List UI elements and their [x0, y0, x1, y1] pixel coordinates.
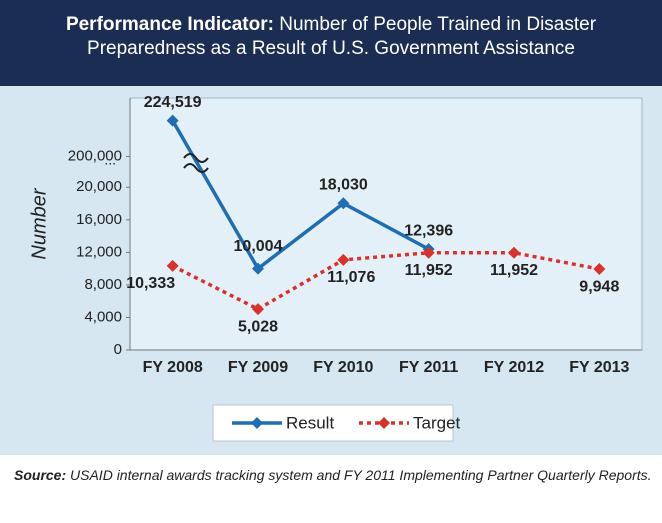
title-text: Number of People Trained in Disaster Pre…: [87, 14, 597, 59]
point: [252, 303, 264, 316]
source-box: Source: USAID internal awards tracking s…: [14, 466, 654, 485]
point: [166, 259, 179, 272]
data-label: 11,076: [327, 269, 375, 286]
data-label: 10,333: [126, 275, 175, 292]
point: [337, 197, 350, 210]
data-label: 9,948: [579, 278, 619, 295]
title-label: Performance Indicator:: [65, 14, 274, 35]
y-tick-label: 8,000: [84, 276, 122, 293]
source-label: Source:: [14, 467, 67, 483]
data-label: 5,028: [238, 318, 278, 335]
data-label: 18,030: [319, 177, 368, 194]
source: Source: USAID internal awards tracking s…: [14, 466, 654, 485]
legend-label: Result: [286, 413, 334, 432]
point: [166, 114, 179, 127]
header-band: [0, 0, 662, 86]
data-label: 12,396: [404, 222, 453, 239]
break-squiggle: [183, 153, 209, 173]
title-box: Performance Indicator: Number of People …: [10, 8, 652, 61]
legend-marker: [378, 417, 390, 429]
x-tick-label: FY 2012: [484, 359, 544, 376]
plot-area: [129, 97, 643, 351]
data-label: 11,952: [490, 262, 538, 279]
point: [593, 263, 606, 276]
y-tick-label: 12,000: [76, 243, 122, 260]
y-tick-label: 200,000: [68, 147, 122, 164]
y-tick-label: 0: [114, 341, 122, 358]
data-label: 11,952: [405, 262, 453, 279]
y-tick-label: 16,000: [76, 211, 122, 228]
x-tick-label: FY 2008: [143, 359, 203, 376]
x-tick-label: FY 2013: [569, 359, 629, 376]
source-text: USAID internal awards tracking system an…: [70, 467, 652, 483]
y-axis-label: Number: [28, 187, 50, 259]
x-tick-label: FY 2011: [399, 359, 458, 376]
y-tick-label: 20,000: [76, 178, 122, 195]
axis-break-label: ...: [104, 152, 116, 168]
legend-marker: [251, 417, 263, 429]
x-tick-label: FY 2009: [228, 359, 288, 376]
series-line: [171, 251, 600, 312]
title: Performance Indicator: Number of People …: [10, 8, 652, 61]
x-tick-label: FY 2010: [313, 359, 373, 376]
data-label: 224,519: [144, 94, 202, 111]
point: [252, 262, 264, 275]
series-line: [171, 119, 430, 272]
point: [422, 246, 435, 259]
y-tick-label: 4,000: [84, 308, 122, 325]
point: [337, 253, 350, 266]
legend-label: Target: [413, 413, 461, 432]
point: [508, 246, 520, 259]
data-label: 10,004: [234, 238, 283, 255]
